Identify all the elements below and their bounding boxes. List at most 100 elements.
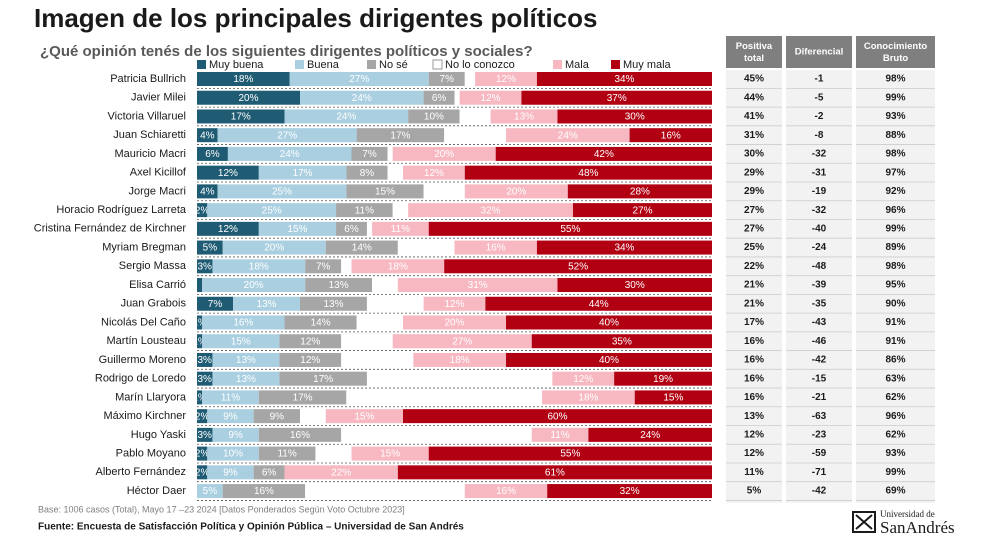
bar-segment [197, 221, 259, 236]
data-label: 24% [336, 112, 356, 123]
table-header-cell [856, 36, 935, 68]
data-label: 20% [444, 318, 464, 329]
bar-segment [197, 165, 259, 180]
table-cell: 93% [885, 111, 905, 122]
data-label: 5% [203, 243, 218, 254]
bar-segment [428, 72, 465, 86]
table-cell: -19 [812, 186, 827, 197]
table-cell: 98% [885, 261, 905, 272]
bar-segment [197, 203, 208, 218]
y-tick-label: Patricia Bullrich [110, 73, 186, 85]
table-cell: 99% [885, 467, 905, 478]
data-label: 9% [223, 467, 238, 478]
table-cell: 44% [744, 92, 764, 103]
y-tick-label: Victoria Villaruel [108, 110, 186, 122]
table-cell: 93% [885, 448, 905, 459]
data-label: 16% [290, 430, 310, 441]
legend-label: No sé [379, 59, 408, 71]
bar-segment [444, 259, 712, 274]
table-column-bg [726, 70, 782, 503]
bar-segment [372, 221, 429, 236]
table-cell: -42 [812, 355, 827, 366]
data-label: 3% [197, 430, 212, 441]
y-tick-label: Sergio Massa [119, 260, 187, 272]
data-label: 55% [560, 449, 580, 460]
logo-text: SanAndrés [880, 518, 955, 537]
bar-segment [207, 203, 337, 218]
data-label: 60% [547, 411, 567, 422]
bar-segment [202, 390, 259, 405]
data-label: 15% [663, 393, 683, 404]
legend-swatch [295, 60, 304, 69]
y-tick-label: Mauricio Macri [114, 148, 186, 160]
data-label: 12% [300, 336, 320, 347]
data-label: 4% [200, 187, 215, 198]
table-cell: 96% [885, 205, 905, 216]
bar-segment [197, 484, 223, 499]
table-cell: -24 [812, 242, 827, 253]
table-cell: -46 [812, 336, 827, 347]
data-label: 27% [452, 336, 472, 347]
bar-segment [217, 184, 347, 199]
bar-segment [495, 146, 712, 161]
chart-title: Imagen de los principales dirigentes pol… [34, 3, 597, 33]
data-label: 7% [316, 261, 331, 272]
y-tick-label: Jorge Macri [129, 185, 186, 197]
table-cell: -71 [812, 467, 827, 478]
bar-segment [531, 427, 589, 442]
data-label: 30% [625, 280, 645, 291]
data-label: 34% [614, 74, 634, 85]
table-cell: 90% [885, 298, 905, 309]
table-cell: -31 [812, 167, 827, 178]
y-tick-label: Hugo Yaski [131, 429, 186, 441]
bar-segment [197, 90, 300, 105]
data-label: 16% [254, 486, 274, 497]
bar-segment [387, 165, 403, 180]
data-label: 1% [192, 393, 207, 404]
y-tick-label: Rodrigo de Loredo [95, 373, 186, 385]
table-cell: -59 [812, 448, 827, 459]
bar-segment [253, 409, 300, 424]
data-label: 17% [293, 168, 313, 179]
bar-segment [403, 315, 506, 330]
bar-segment [300, 409, 326, 424]
bar-segment [531, 334, 712, 349]
table-cell: 99% [885, 223, 905, 234]
data-label: 11% [277, 449, 296, 460]
table-cell: 12% [744, 448, 764, 459]
table-cell: 63% [885, 373, 905, 384]
bar-segment [207, 446, 259, 461]
bar-segment [423, 184, 465, 199]
bar-segment [567, 184, 712, 199]
bar-segment [403, 409, 712, 424]
bar-segment [428, 221, 712, 236]
table-cell: 25% [744, 242, 764, 253]
bar-segment [305, 484, 465, 499]
bar-segment [356, 315, 403, 330]
data-label: 6% [432, 93, 447, 104]
bar-segment [233, 296, 300, 311]
data-label: 4% [200, 130, 215, 141]
data-label: 10% [223, 449, 243, 460]
bar-segment [258, 446, 316, 461]
bar-segment [392, 146, 496, 161]
table-cell: 97% [885, 167, 905, 178]
bar-segment [212, 371, 280, 386]
bar-segment [202, 315, 285, 330]
bar-segment [464, 165, 712, 180]
data-label: 44% [589, 299, 609, 310]
bar-segment [197, 427, 213, 442]
data-label: 25% [272, 187, 292, 198]
data-label: 16% [486, 243, 506, 254]
data-label: 31% [468, 280, 488, 291]
data-label: 17% [231, 112, 251, 123]
table-cell: -35 [812, 298, 827, 309]
table-cell: -48 [812, 261, 827, 272]
table-cell: -32 [812, 205, 827, 216]
bar-segment [557, 109, 712, 124]
bar-segment [464, 484, 548, 499]
data-label: 1% [192, 318, 207, 329]
bar-segment [197, 352, 213, 367]
data-label: 3% [197, 374, 212, 385]
bar-segment [258, 390, 347, 405]
